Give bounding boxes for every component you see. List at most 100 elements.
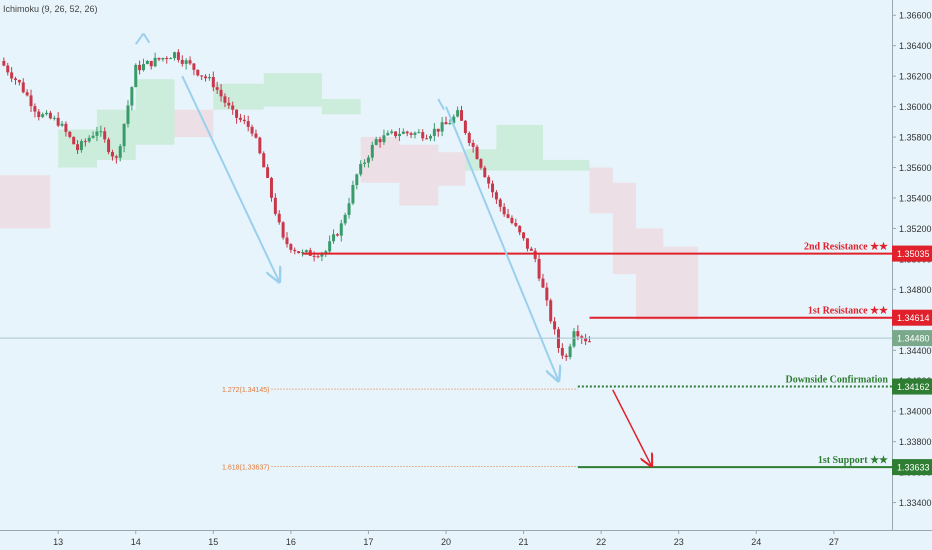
ichimoku-cloud-segment [213, 83, 264, 110]
candle-body [456, 110, 460, 117]
candle-body [29, 95, 33, 107]
candle-body [556, 329, 560, 349]
candle-body [10, 72, 14, 79]
candle-body [463, 120, 467, 133]
candle-body [72, 136, 76, 145]
candle-body [266, 167, 270, 178]
candle-body [200, 75, 204, 77]
candle-body [444, 122, 448, 125]
candle-body [60, 123, 64, 126]
candle-body [173, 52, 177, 59]
candle-body [281, 222, 285, 238]
candle-body [320, 253, 324, 257]
candle-body [506, 214, 510, 218]
candle-body [518, 225, 522, 233]
x-tick-label: 16 [286, 537, 296, 547]
candle-body [235, 109, 239, 118]
candle-body [436, 128, 440, 132]
candle-body [293, 249, 297, 252]
candle-body [401, 131, 405, 134]
x-tick-label: 14 [131, 537, 141, 547]
candle-body [502, 206, 506, 215]
candle-body [297, 251, 301, 254]
candle-body [223, 96, 227, 103]
x-tick-label: 22 [596, 537, 606, 547]
candle-body [192, 63, 196, 70]
projection-arrow [612, 389, 652, 466]
candle-body [231, 105, 235, 110]
candle-body [413, 132, 417, 135]
candle-body [316, 256, 320, 258]
fib-level-label: 1.272(1.34145) [222, 387, 269, 394]
candle-body [41, 114, 45, 118]
level-name: 1st Resistance ★★ [808, 306, 888, 317]
candle-body [394, 131, 398, 137]
candle-body [130, 87, 134, 106]
level-price-tag [892, 378, 932, 395]
candle-body [525, 238, 529, 249]
candle-body [254, 133, 258, 138]
candle-body [580, 336, 584, 339]
candle-body [471, 142, 475, 147]
candle-body [91, 135, 95, 138]
candle-body [440, 122, 444, 132]
candle-body [165, 57, 169, 59]
candle-body [238, 117, 242, 120]
candle-body [141, 64, 145, 71]
ichimoku-cloud-segment [663, 246, 699, 320]
ichimoku-cloud-segment [589, 167, 613, 214]
candle-body [64, 123, 68, 132]
candle-body [397, 133, 401, 137]
candle-body [138, 64, 142, 71]
candle-body [584, 338, 588, 342]
candle-body [184, 60, 188, 64]
candle-body [428, 135, 432, 139]
candle-body [145, 60, 149, 65]
x-tick-label: 27 [829, 537, 839, 547]
candle-body [304, 250, 308, 253]
candle-body [421, 132, 425, 139]
candle-body [355, 174, 359, 186]
candle-body [118, 146, 122, 158]
candle-body [417, 132, 421, 134]
y-tick-label: 1.33400 [899, 498, 932, 508]
candle-body [432, 128, 436, 136]
candle-body [2, 60, 6, 66]
candle-body [21, 82, 25, 93]
candle-body [335, 234, 339, 236]
candle-body [351, 185, 355, 204]
candle-body [269, 177, 273, 198]
y-tick-label: 1.35600 [899, 163, 932, 173]
candle-body [572, 331, 576, 347]
candle-body [153, 57, 157, 67]
candle-body [196, 69, 200, 76]
candle-body [494, 192, 498, 200]
candle-body [359, 163, 363, 175]
candle-body [312, 255, 316, 257]
ichimoku-cloud-segment [542, 159, 590, 171]
y-tick-label: 1.36600 [899, 11, 932, 21]
candle-body [363, 162, 367, 164]
candle-body [161, 57, 165, 60]
candle-body [33, 106, 37, 112]
ichimoku-cloud-segment [321, 98, 361, 115]
level-price-tag [892, 309, 932, 326]
ichimoku-cloud-segment [0, 175, 51, 229]
ichimoku-cloud-segment [438, 152, 466, 186]
trend-arrow [437, 98, 445, 111]
ichimoku-cloud-segment [399, 144, 439, 206]
level-price-value: 1.34162 [897, 382, 930, 392]
candle-body [405, 131, 409, 134]
candle-body [378, 139, 382, 143]
candle-body [25, 92, 29, 96]
candle-body [169, 58, 173, 60]
candle-body [204, 76, 208, 79]
candle-body [483, 167, 487, 178]
candle-body [215, 87, 219, 90]
trend-arrow [181, 75, 279, 282]
candle-body [460, 110, 464, 121]
ichimoku-cloud-segment [496, 124, 543, 171]
candle-body [479, 159, 483, 168]
